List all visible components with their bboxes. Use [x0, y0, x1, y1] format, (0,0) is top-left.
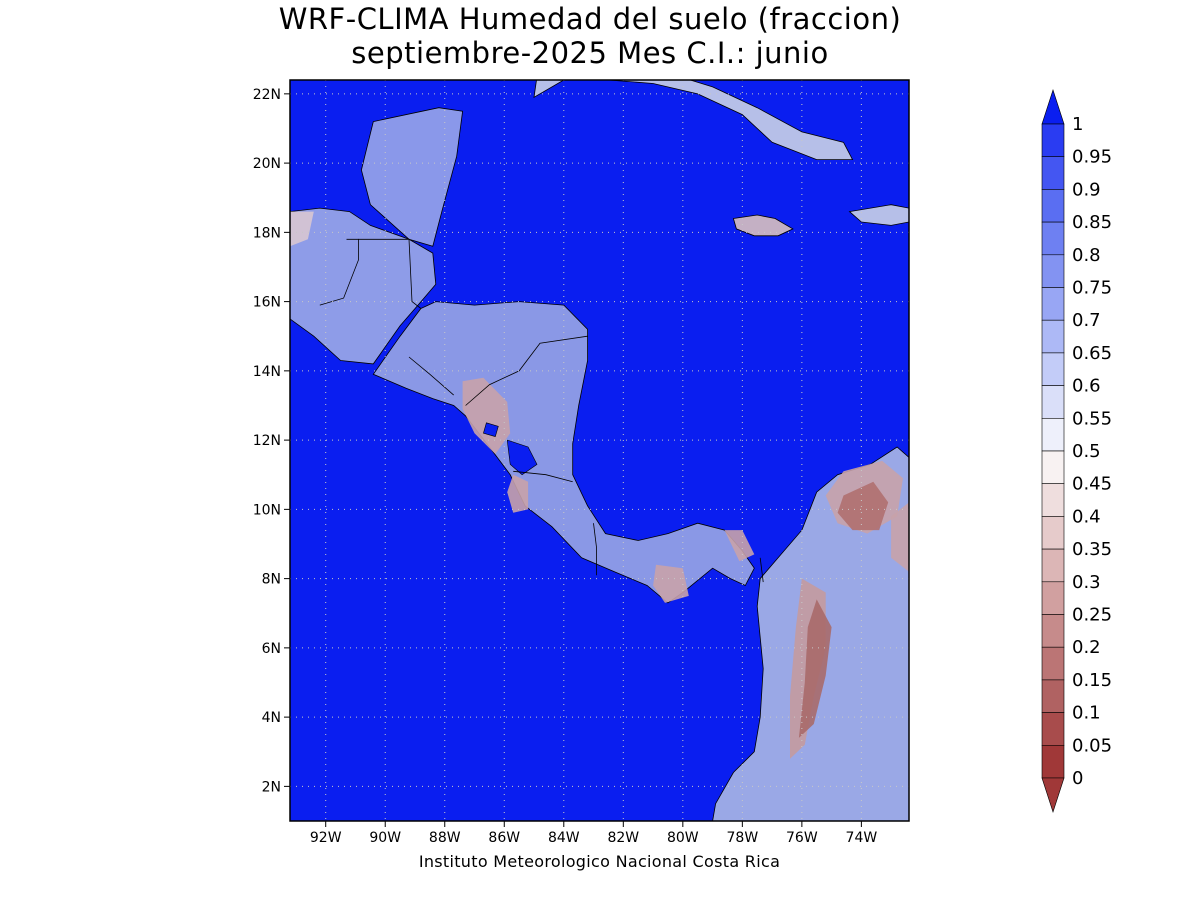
colorbar-label: 1 [1072, 114, 1083, 135]
colorbar-bottom-arrow [1041, 777, 1065, 813]
colorbar-swatch [1041, 385, 1065, 419]
x-tick-label: 88W [429, 830, 461, 846]
colorbar-swatch [1041, 221, 1065, 256]
colorbar-swatch [1041, 614, 1065, 648]
colorbar-label: 0.4 [1072, 506, 1101, 527]
dry-patch [290, 211, 314, 247]
map-title: WRF-CLIMA Humedad del suelo (fraccion) [278, 2, 902, 36]
x-axis: 92W 90W 88W 86W 84W 82W 80W 78W 76W 74W [310, 821, 877, 846]
country-border [319, 238, 359, 306]
colorbar-swatch [1041, 744, 1065, 779]
country-border [513, 470, 573, 483]
x-tick-label: 86W [488, 830, 520, 846]
colorbar-label: 0.95 [1072, 147, 1112, 168]
dry-patch [507, 474, 529, 513]
y-tick-label: 16N [253, 295, 281, 311]
x-tick-label: 82W [607, 830, 639, 846]
colorbar-label: 0.6 [1072, 376, 1101, 397]
y-tick-label: 14N [253, 364, 281, 380]
y-tick-label: 22N [253, 87, 281, 103]
dry-patch [724, 530, 755, 562]
credit-text: Instituto Meteorologico Nacional Costa R… [418, 852, 781, 871]
colorbar-label: 0.85 [1072, 212, 1112, 233]
y-tick-label: 10N [253, 502, 281, 518]
land-jamaica [732, 214, 794, 237]
colorbar-swatch [1041, 712, 1065, 746]
colorbar-label: 0.75 [1072, 278, 1112, 299]
colorbar-label: 0.65 [1072, 343, 1112, 364]
x-tick-label: 78W [727, 830, 759, 846]
country-border [759, 557, 764, 583]
x-tick-label: 80W [667, 830, 699, 846]
colorbar-swatch [1041, 287, 1065, 321]
colorbar-swatch [1041, 548, 1065, 583]
colorbar-label: 0.1 [1072, 703, 1101, 724]
x-tick-label: 92W [310, 830, 342, 846]
colorbar-swatch [1041, 352, 1065, 386]
land-yucatan [360, 107, 464, 247]
colorbar-label: 0.55 [1072, 408, 1112, 429]
colorbar-swatch [1041, 319, 1065, 354]
land-hispaniola [848, 204, 909, 226]
colorbar-swatch [1041, 189, 1065, 223]
dry-patch [837, 481, 889, 531]
colorbar-label: 0.8 [1072, 245, 1101, 266]
colorbar-swatch [1041, 679, 1065, 713]
lake [483, 422, 499, 437]
y-tick-label: 2N [262, 779, 281, 795]
lake [506, 439, 538, 476]
x-tick-label: 84W [548, 830, 580, 846]
colorbar-swatch [1041, 156, 1065, 190]
y-tick-label: 6N [262, 641, 281, 657]
colorbar-swatch [1041, 581, 1065, 615]
country-border [465, 335, 588, 406]
colorbar-label: 0.9 [1072, 179, 1101, 200]
country-border [593, 523, 597, 576]
colorbar-label: 0.45 [1072, 474, 1112, 495]
land-mexico-sw [290, 207, 437, 365]
y-tick-label: 20N [253, 156, 281, 172]
dry-patch [798, 599, 832, 738]
colorbar-label: 0.3 [1072, 572, 1101, 593]
colorbar-label: 0 [1072, 768, 1083, 789]
y-tick-label: 4N [262, 710, 281, 726]
dry-patch [891, 502, 909, 572]
x-tick-label: 74W [846, 830, 878, 846]
y-tick-label: 18N [253, 225, 281, 241]
x-tick-label: 90W [369, 830, 401, 846]
x-tick-label: 76W [786, 830, 818, 846]
colorbar-swatch [1041, 516, 1065, 550]
dry-patch [653, 564, 689, 603]
map-subtitle: septiembre-2025 Mes C.I.: junio [351, 36, 829, 70]
colorbar-label: 0.7 [1072, 310, 1101, 331]
dry-patch [462, 377, 511, 454]
colorbar-label: 0.05 [1072, 735, 1112, 756]
y-tick-label: 8N [262, 572, 281, 588]
country-border [358, 238, 422, 309]
colorbar-swatch [1041, 123, 1065, 158]
land-cuba [533, 80, 854, 161]
colorbar-swatch [1041, 483, 1065, 517]
colorbar-label: 0.25 [1072, 605, 1112, 626]
colorbar: 1 0.95 0.9 0.85 0.8 0.75 0.7 0.65 0.6 0.55 0.5 0.45… [1041, 89, 1112, 813]
map-frame [289, 79, 910, 822]
colorbar-swatch [1041, 646, 1065, 681]
colorbar-top-arrow [1041, 89, 1065, 125]
y-tick-label: 12N [253, 433, 281, 449]
y-axis: 22N 20N 18N 16N 14N 12N 10N 8N 6N 4N 2N [253, 87, 290, 795]
colorbar-swatch [1041, 417, 1065, 452]
country-border [408, 356, 454, 396]
colorbar-label: 0.2 [1072, 637, 1101, 658]
colorbar-label: 0.15 [1072, 670, 1112, 691]
colorbar-label: 0.35 [1072, 539, 1112, 560]
colorbar-label: 0.5 [1072, 441, 1101, 462]
colorbar-swatch [1041, 450, 1065, 485]
colorbar-swatch [1041, 254, 1065, 288]
